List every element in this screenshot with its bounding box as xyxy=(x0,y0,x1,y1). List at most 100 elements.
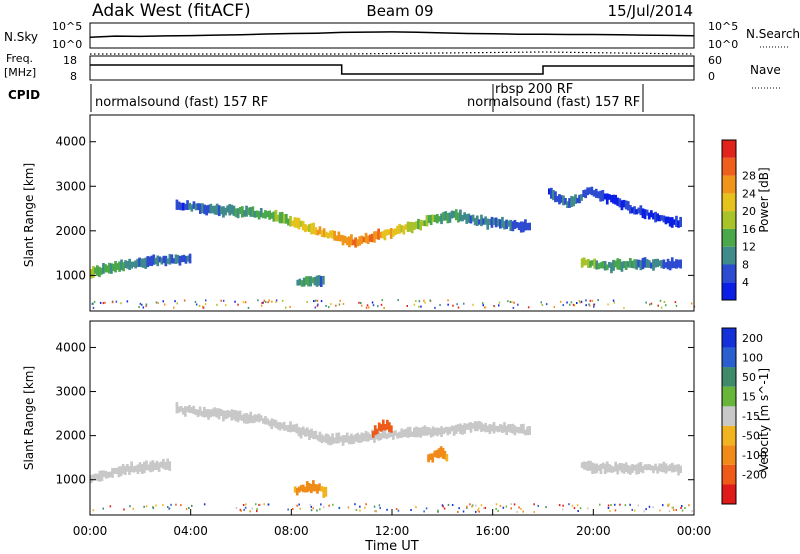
data-cell xyxy=(392,431,395,440)
scatter-cell xyxy=(566,301,568,304)
data-cell xyxy=(603,261,607,271)
data-cell xyxy=(90,269,93,279)
data-cell xyxy=(590,186,594,196)
data-cell xyxy=(673,464,676,473)
data-cell xyxy=(257,413,261,423)
data-cell xyxy=(582,257,586,266)
scatter-cell xyxy=(257,299,259,302)
data-cell xyxy=(647,212,651,220)
data-cell xyxy=(358,236,362,246)
scatter-cell xyxy=(358,301,360,304)
data-cell xyxy=(377,429,380,441)
scatter-cell xyxy=(541,304,544,306)
data-cell xyxy=(126,261,129,269)
colorbar-tick-label: 16 xyxy=(742,223,756,236)
data-cell xyxy=(162,458,165,469)
data-cell xyxy=(313,276,317,286)
data-cell xyxy=(431,426,435,437)
data-cell xyxy=(473,421,477,432)
data-cell xyxy=(612,194,615,204)
data-cell xyxy=(605,193,609,205)
data-cell xyxy=(366,432,370,442)
data-cell xyxy=(389,430,393,437)
cpid-label: CPID xyxy=(8,88,40,102)
scatter-cell xyxy=(520,507,522,510)
scatter-cell xyxy=(420,305,422,308)
data-cell xyxy=(471,214,475,222)
scatter-cell xyxy=(102,302,105,305)
scatter-cell xyxy=(480,504,483,507)
data-cell xyxy=(264,416,267,425)
scatter-cell xyxy=(456,303,458,306)
data-cell xyxy=(356,432,359,443)
data-cell xyxy=(425,427,429,436)
data-cell xyxy=(108,262,111,274)
data-cell xyxy=(593,463,596,474)
scatter-cell xyxy=(216,303,218,306)
data-cell xyxy=(404,224,408,230)
colorbar-swatch xyxy=(722,282,736,300)
data-cell xyxy=(398,431,401,438)
data-cell xyxy=(176,254,180,264)
scatter-cell xyxy=(317,303,319,306)
power-y-axis: 1000 2000 3000 4000 xyxy=(55,135,694,282)
scatter-cell xyxy=(585,304,587,307)
scatter-cell xyxy=(174,300,176,303)
scatter-cell xyxy=(202,305,204,308)
scatter-cell xyxy=(652,506,654,509)
data-cell xyxy=(643,209,647,220)
scatter-cell xyxy=(271,300,273,303)
scatter-cell xyxy=(457,511,459,513)
scatter-cell xyxy=(659,509,661,512)
scatter-cell xyxy=(613,301,616,304)
power-panel: 1000 2000 3000 4000 Slant Range [km] 4 8 12 16… xyxy=(22,114,771,312)
data-cell xyxy=(102,470,106,477)
scatter-cell xyxy=(397,299,399,302)
scatter-cell xyxy=(429,299,431,302)
beam-label: Beam 09 xyxy=(366,2,433,20)
scatter-cell xyxy=(204,303,207,306)
data-cell xyxy=(312,480,315,492)
data-cell xyxy=(335,432,339,444)
data-cell xyxy=(272,211,276,222)
data-cell xyxy=(177,201,181,210)
nsearch-tick-bottom: 10^0 xyxy=(708,38,738,51)
data-cell xyxy=(92,266,95,278)
data-cell xyxy=(675,259,678,269)
data-cell xyxy=(327,232,330,239)
colorbar-tick-label: -15 xyxy=(742,410,760,423)
data-cell xyxy=(388,422,391,432)
scatter-cell xyxy=(580,300,583,303)
scatter-cell xyxy=(93,300,96,303)
data-cell xyxy=(358,434,362,444)
scatter-cell xyxy=(614,509,617,512)
data-cell xyxy=(219,409,223,417)
data-cell xyxy=(469,422,473,433)
data-cell xyxy=(436,427,439,437)
scatter-cell xyxy=(397,509,400,512)
data-cell xyxy=(566,201,569,208)
data-cell xyxy=(392,229,395,237)
data-cell xyxy=(626,465,630,474)
data-cell xyxy=(102,263,105,274)
scatter-cell xyxy=(162,504,164,507)
scatter-cell xyxy=(164,303,166,306)
data-cell xyxy=(138,257,141,267)
data-cell xyxy=(438,428,441,435)
data-cell xyxy=(319,276,323,287)
scatter-cell xyxy=(242,504,245,506)
data-cell xyxy=(303,223,307,233)
nsky-tick-top: 10^5 xyxy=(52,20,82,33)
scatter-cell xyxy=(527,306,530,309)
data-cell xyxy=(280,423,284,429)
data-cell xyxy=(379,424,383,432)
scatter-cell xyxy=(359,509,361,512)
colorbar-tick-label: 4 xyxy=(742,276,749,289)
data-cell xyxy=(614,260,617,268)
scatter-cell xyxy=(320,503,322,506)
scatter-cell xyxy=(361,304,363,307)
scatter-cell xyxy=(155,504,157,507)
scatter-cell xyxy=(589,304,591,307)
scatter-cell xyxy=(451,504,454,506)
data-cell xyxy=(652,212,655,220)
